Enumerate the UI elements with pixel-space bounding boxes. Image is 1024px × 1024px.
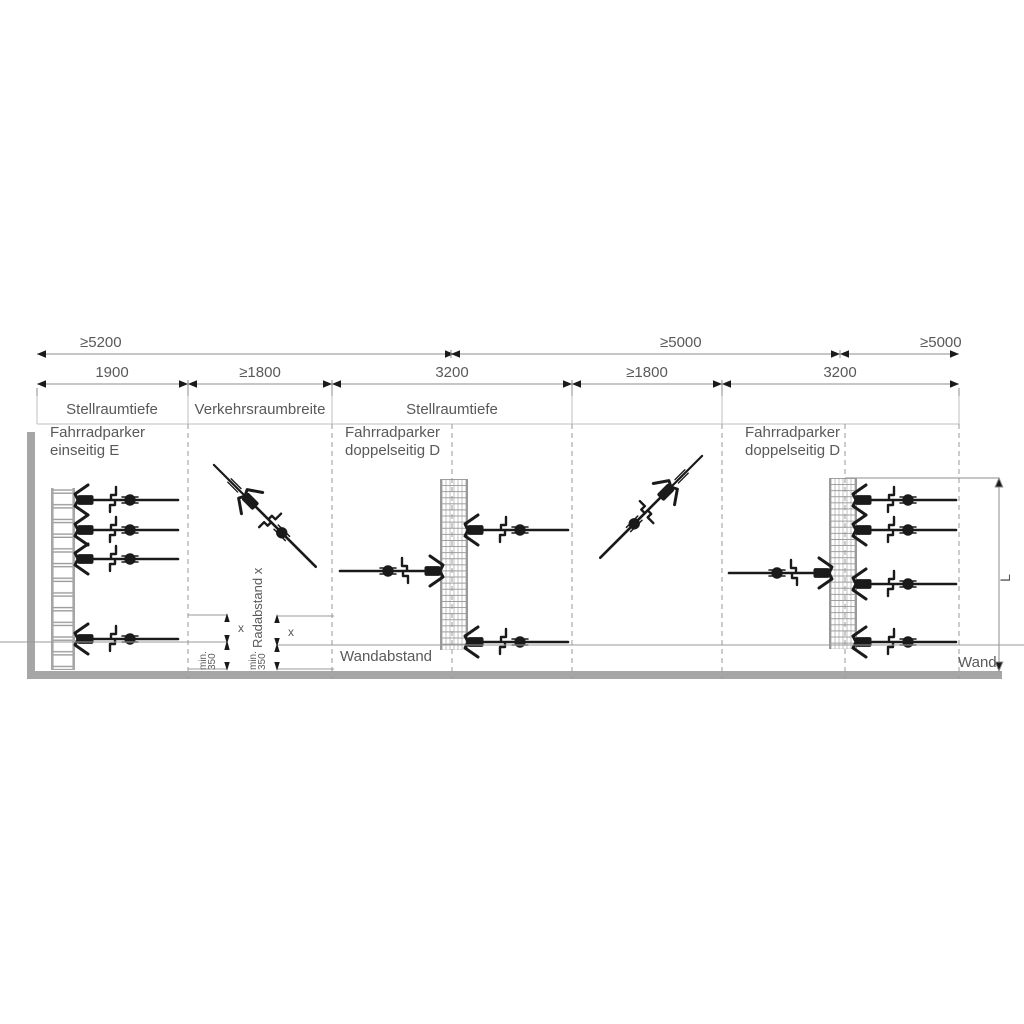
svg-text:Verkehrsraumbreite: Verkehrsraumbreite [195, 401, 326, 418]
svg-text:Wand: Wand [958, 654, 997, 671]
svg-text:≥5000: ≥5000 [920, 334, 962, 351]
svg-text:3200: 3200 [823, 364, 856, 381]
svg-text:Radabstand x: Radabstand x [250, 567, 265, 648]
svg-text:Wandabstand: Wandabstand [340, 648, 432, 665]
svg-text:Stellraumtiefe: Stellraumtiefe [406, 401, 498, 418]
svg-text:1900: 1900 [95, 364, 128, 381]
svg-text:≥1800: ≥1800 [239, 364, 281, 381]
svg-text:≥5000: ≥5000 [660, 334, 702, 351]
svg-text:doppelseitig D: doppelseitig D [745, 442, 840, 459]
svg-text:Fahrradparker: Fahrradparker [345, 424, 440, 441]
svg-text:Fahrradparker: Fahrradparker [50, 424, 145, 441]
svg-text:Stellraumtiefe: Stellraumtiefe [66, 401, 158, 418]
svg-text:x: x [238, 621, 244, 635]
svg-text:≥1800: ≥1800 [626, 364, 668, 381]
svg-text:≥5200: ≥5200 [80, 334, 122, 351]
svg-text:einseitig E: einseitig E [50, 442, 119, 459]
svg-text:350: 350 [257, 653, 268, 670]
svg-text:350: 350 [207, 653, 218, 670]
svg-text:doppelseitig D: doppelseitig D [345, 442, 440, 459]
svg-text:Fahrradparker: Fahrradparker [745, 424, 840, 441]
svg-text:L: L [997, 574, 1013, 582]
svg-text:x: x [288, 625, 294, 639]
svg-text:3200: 3200 [435, 364, 468, 381]
